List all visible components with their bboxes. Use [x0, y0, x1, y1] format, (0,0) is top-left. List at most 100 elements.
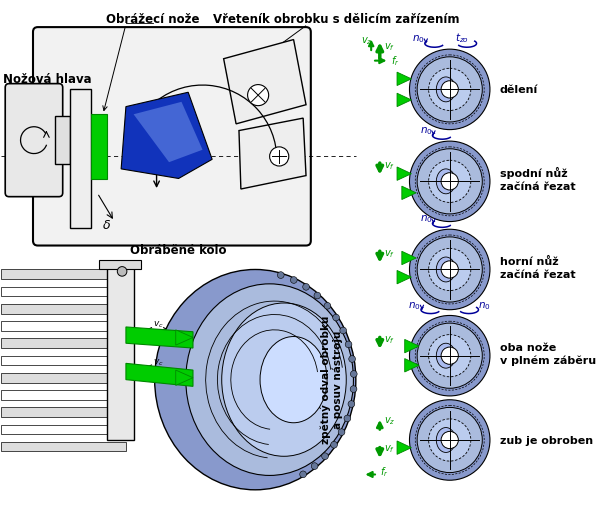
- Text: dělení: dělení: [500, 85, 538, 95]
- Text: $v_f$: $v_f$: [384, 443, 395, 455]
- Text: Vřeteník obrobku s dělicím zařízením: Vřeteník obrobku s dělicím zařízením: [213, 13, 460, 26]
- Circle shape: [338, 429, 345, 436]
- Bar: [1, 356, 126, 365]
- Text: $v_c$: $v_c$: [153, 357, 164, 368]
- Circle shape: [344, 415, 351, 422]
- Text: Obrážecí nože: Obrážecí nože: [106, 13, 199, 26]
- Ellipse shape: [436, 427, 455, 453]
- Polygon shape: [176, 370, 193, 385]
- Circle shape: [324, 302, 331, 309]
- Circle shape: [428, 419, 471, 461]
- Polygon shape: [402, 186, 416, 199]
- Text: $v_z$: $v_z$: [384, 415, 395, 426]
- Circle shape: [428, 160, 471, 202]
- Bar: [1, 269, 126, 279]
- Text: $v_f$: $v_f$: [384, 248, 395, 260]
- Text: začíná řezat: začíná řezat: [500, 182, 575, 192]
- Text: spodní nůž: spodní nůž: [500, 166, 567, 179]
- Circle shape: [270, 147, 289, 166]
- Polygon shape: [397, 270, 411, 284]
- Polygon shape: [126, 364, 193, 386]
- Polygon shape: [405, 339, 419, 353]
- Text: zub je obroben: zub je obroben: [500, 436, 593, 446]
- Circle shape: [409, 229, 490, 310]
- Circle shape: [417, 237, 482, 302]
- Circle shape: [428, 248, 471, 290]
- Circle shape: [300, 471, 306, 478]
- Text: $\delta$: $\delta$: [102, 219, 111, 232]
- Bar: [1, 321, 126, 331]
- Circle shape: [441, 347, 459, 364]
- Circle shape: [248, 84, 268, 106]
- Circle shape: [314, 292, 321, 299]
- Circle shape: [351, 371, 357, 377]
- Circle shape: [409, 400, 490, 480]
- Circle shape: [350, 386, 357, 392]
- Circle shape: [117, 267, 127, 276]
- Circle shape: [417, 323, 482, 388]
- Ellipse shape: [154, 269, 356, 490]
- Bar: [1, 287, 126, 296]
- Polygon shape: [224, 40, 306, 124]
- Bar: [1, 407, 126, 417]
- Circle shape: [428, 335, 471, 377]
- Circle shape: [441, 173, 459, 190]
- Circle shape: [330, 441, 337, 448]
- Ellipse shape: [260, 336, 327, 423]
- Ellipse shape: [436, 169, 455, 194]
- Polygon shape: [126, 327, 193, 348]
- Ellipse shape: [222, 303, 346, 456]
- Text: $f_r$: $f_r$: [380, 466, 389, 479]
- FancyBboxPatch shape: [6, 83, 63, 197]
- Circle shape: [333, 314, 340, 321]
- Circle shape: [417, 149, 482, 214]
- Bar: [99, 260, 141, 269]
- Circle shape: [409, 316, 490, 396]
- Circle shape: [409, 141, 490, 221]
- Circle shape: [409, 49, 490, 130]
- Circle shape: [417, 57, 482, 122]
- Text: $n_0$: $n_0$: [420, 126, 433, 137]
- Polygon shape: [402, 251, 416, 265]
- FancyBboxPatch shape: [33, 27, 311, 246]
- Text: $f_r$: $f_r$: [391, 54, 400, 67]
- Bar: [1, 373, 126, 383]
- Ellipse shape: [436, 77, 455, 102]
- Polygon shape: [397, 441, 411, 454]
- Text: $n_0$: $n_0$: [479, 300, 491, 312]
- Circle shape: [441, 81, 459, 98]
- Text: horní nůž: horní nůž: [500, 256, 558, 267]
- Text: Nožová hlava: Nožová hlava: [3, 73, 92, 85]
- Bar: [1, 390, 126, 400]
- Text: $v_f$: $v_f$: [384, 334, 395, 346]
- Text: Obráběné kolo: Obráběné kolo: [131, 244, 227, 257]
- Text: $v_z$: $v_z$: [360, 36, 372, 47]
- Circle shape: [348, 401, 355, 407]
- Polygon shape: [121, 92, 212, 179]
- Bar: [55, 116, 70, 164]
- Ellipse shape: [186, 284, 354, 475]
- Polygon shape: [405, 358, 419, 372]
- Bar: [1, 425, 126, 434]
- Text: $v_c$: $v_c$: [153, 320, 164, 331]
- Text: oba nože: oba nože: [500, 343, 556, 353]
- Circle shape: [303, 283, 310, 290]
- Bar: [1, 442, 126, 452]
- Circle shape: [428, 68, 471, 110]
- Circle shape: [345, 341, 352, 348]
- Bar: [107, 263, 134, 440]
- Circle shape: [311, 463, 318, 470]
- Text: zpětný odval obrobku
a posuv nástroju: zpětný odval obrobku a posuv nástroju: [320, 316, 343, 444]
- Ellipse shape: [436, 343, 455, 368]
- Polygon shape: [134, 102, 202, 162]
- Text: v plném záběru: v plném záběru: [500, 356, 596, 366]
- Text: začíná řezat: začíná řezat: [500, 270, 575, 280]
- Circle shape: [340, 327, 346, 334]
- Circle shape: [441, 261, 459, 278]
- Circle shape: [278, 272, 284, 279]
- Polygon shape: [397, 93, 411, 107]
- Ellipse shape: [436, 257, 455, 282]
- Circle shape: [291, 277, 297, 283]
- Text: $n_0$: $n_0$: [420, 214, 433, 226]
- Text: $v_f$: $v_f$: [384, 41, 395, 53]
